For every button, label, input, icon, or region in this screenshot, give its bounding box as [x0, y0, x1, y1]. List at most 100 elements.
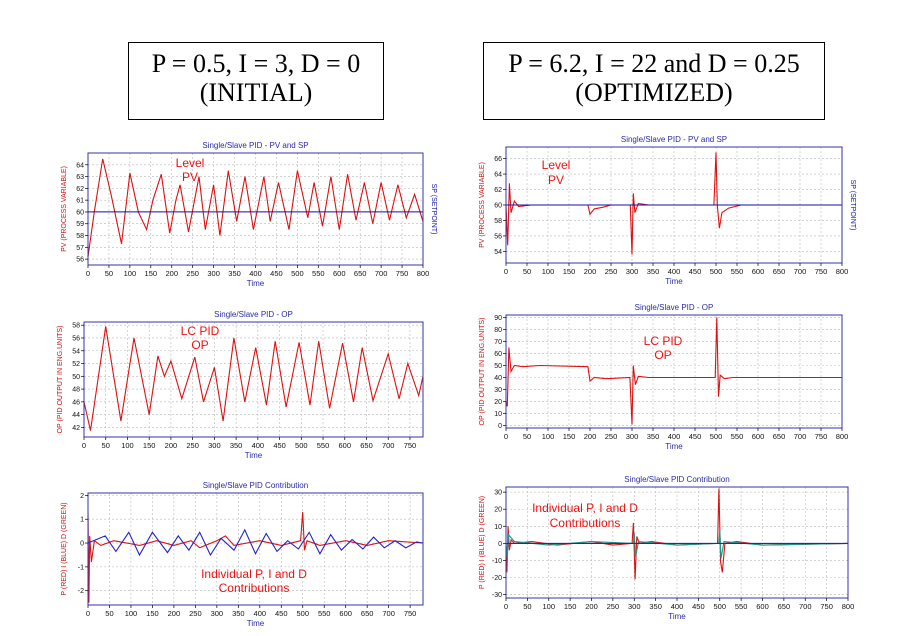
grid [87, 493, 423, 605]
y-tick-label: -2 [78, 588, 84, 595]
y-tick-label: 20 [494, 507, 502, 514]
x-tick-label: 450 [273, 441, 286, 450]
x-tick-label: 650 [778, 602, 791, 611]
y-tick-label: 66 [494, 156, 502, 163]
header-initial-label: (INITIAL) [199, 78, 313, 107]
x-tick-label: 100 [542, 267, 555, 276]
x-axis-label: Time [247, 279, 265, 288]
x-tick-label: 450 [689, 267, 702, 276]
y-tick-label: 0 [498, 423, 502, 430]
x-tick-label: 150 [145, 269, 158, 278]
annotation-text: Level [176, 156, 205, 170]
x-tick-label: 100 [542, 432, 555, 441]
y-tick-label: 58 [494, 218, 502, 225]
x-tick-label: 400 [668, 432, 681, 441]
y-tick-label: 90 [494, 315, 502, 322]
x-tick-label: 300 [628, 602, 641, 611]
x-tick-label: 700 [382, 609, 395, 618]
y-tick-label: 80 [494, 327, 502, 334]
x-tick-label: 200 [165, 441, 178, 450]
x-tick-label: 250 [605, 267, 618, 276]
x-tick-label: 500 [710, 267, 723, 276]
x-tick-label: 0 [86, 269, 90, 278]
y-tick-label: 0 [80, 541, 84, 548]
y-tick-label: 62 [76, 186, 84, 193]
x-tick-label: 550 [735, 602, 748, 611]
y2-axis-label: SP (SETPOINT) [849, 180, 856, 231]
x-tick-label: 0 [504, 432, 508, 441]
x-tick-label: 750 [815, 432, 828, 441]
x-tick-label: 0 [504, 602, 508, 611]
y-tick-label: 58 [72, 323, 80, 330]
series-i-line [88, 528, 423, 557]
x-tick-label: 600 [339, 441, 352, 450]
x-tick-label: 650 [354, 269, 367, 278]
y-tick-label: 63 [76, 174, 84, 181]
y-tick-label: 30 [494, 387, 502, 394]
x-tick-label: 50 [523, 267, 531, 276]
x-tick-label: 600 [756, 602, 769, 611]
y-tick-label: 56 [72, 335, 80, 342]
y-tick-label: 60 [494, 351, 502, 358]
series-d-line [506, 529, 848, 559]
x-tick-label: 200 [584, 267, 597, 276]
x-tick-label: 500 [291, 269, 304, 278]
y-tick-label: 30 [494, 490, 502, 497]
x-tick-label: 750 [396, 269, 409, 278]
grid [83, 322, 423, 437]
y-tick-label: 40 [494, 375, 502, 382]
y-tick-label: 54 [72, 348, 80, 355]
y-tick-label: 20 [494, 399, 502, 406]
x-tick-label: 0 [504, 267, 508, 276]
x-tick-label: 350 [647, 432, 660, 441]
annotation-text: Individual P, I and D [532, 501, 638, 515]
x-tick-label: 300 [211, 609, 224, 618]
x-tick-label: 650 [360, 441, 373, 450]
chart-opt-pv: Single/Slave PID - PV and SP 0 50 100 150 200… [479, 135, 856, 286]
x-tick-label: 200 [165, 269, 178, 278]
y-tick-label: 48 [72, 387, 80, 394]
y-axis-label: P (RED) I (BLUE) D (GREEN) [479, 496, 486, 589]
x-tick-label: 600 [339, 609, 352, 618]
series-group [88, 158, 423, 257]
x-tick-label: 350 [230, 441, 243, 450]
x-tick-label: 750 [815, 267, 828, 276]
series-pv-line [506, 152, 842, 255]
x-tick-label: 450 [689, 432, 702, 441]
x-tick-label: 50 [523, 432, 531, 441]
chart-title: Single/Slave PID Contribution [624, 475, 729, 484]
grid [87, 153, 424, 265]
x-tick-label: 450 [275, 609, 288, 618]
x-tick-label: 400 [668, 267, 681, 276]
x-tick-label: 300 [626, 432, 639, 441]
y-tick-label: 60 [76, 209, 84, 216]
y-tick-label: 10 [494, 524, 502, 531]
series-group [506, 488, 848, 580]
x-tick-label: 350 [649, 602, 662, 611]
x-tick-label: 100 [542, 602, 555, 611]
y-tick-label: -1 [78, 564, 84, 571]
x-tick-label: 200 [585, 602, 598, 611]
annotation-text: OP [654, 348, 671, 362]
y-tick-label: 50 [72, 374, 80, 381]
y-axis-label: PV (PROCESS VARIABLE) [61, 166, 68, 252]
y-tick-label: 56 [494, 233, 502, 240]
x-tick-label: 400 [249, 269, 262, 278]
y-tick-label: 0 [498, 541, 502, 548]
y-tick-label: 62 [494, 187, 502, 194]
y2-axis-label: SP (SETPOINT) [430, 184, 437, 235]
y-axis-label: OP (PID OUTPUT IN ENG.UNITS) [479, 318, 486, 426]
x-tick-label: 500 [713, 602, 726, 611]
x-tick-label: 400 [671, 602, 684, 611]
y-tick-label: 10 [494, 411, 502, 418]
y-tick-label: 1 [80, 517, 84, 524]
x-tick-label: 450 [270, 269, 283, 278]
annotation-text: Level [542, 158, 571, 172]
x-tick-label: 600 [333, 269, 346, 278]
x-tick-label: 350 [647, 267, 660, 276]
annotation-text: PV [548, 173, 564, 187]
annotation-text: LC PID [644, 334, 683, 348]
x-tick-label: 150 [143, 441, 156, 450]
